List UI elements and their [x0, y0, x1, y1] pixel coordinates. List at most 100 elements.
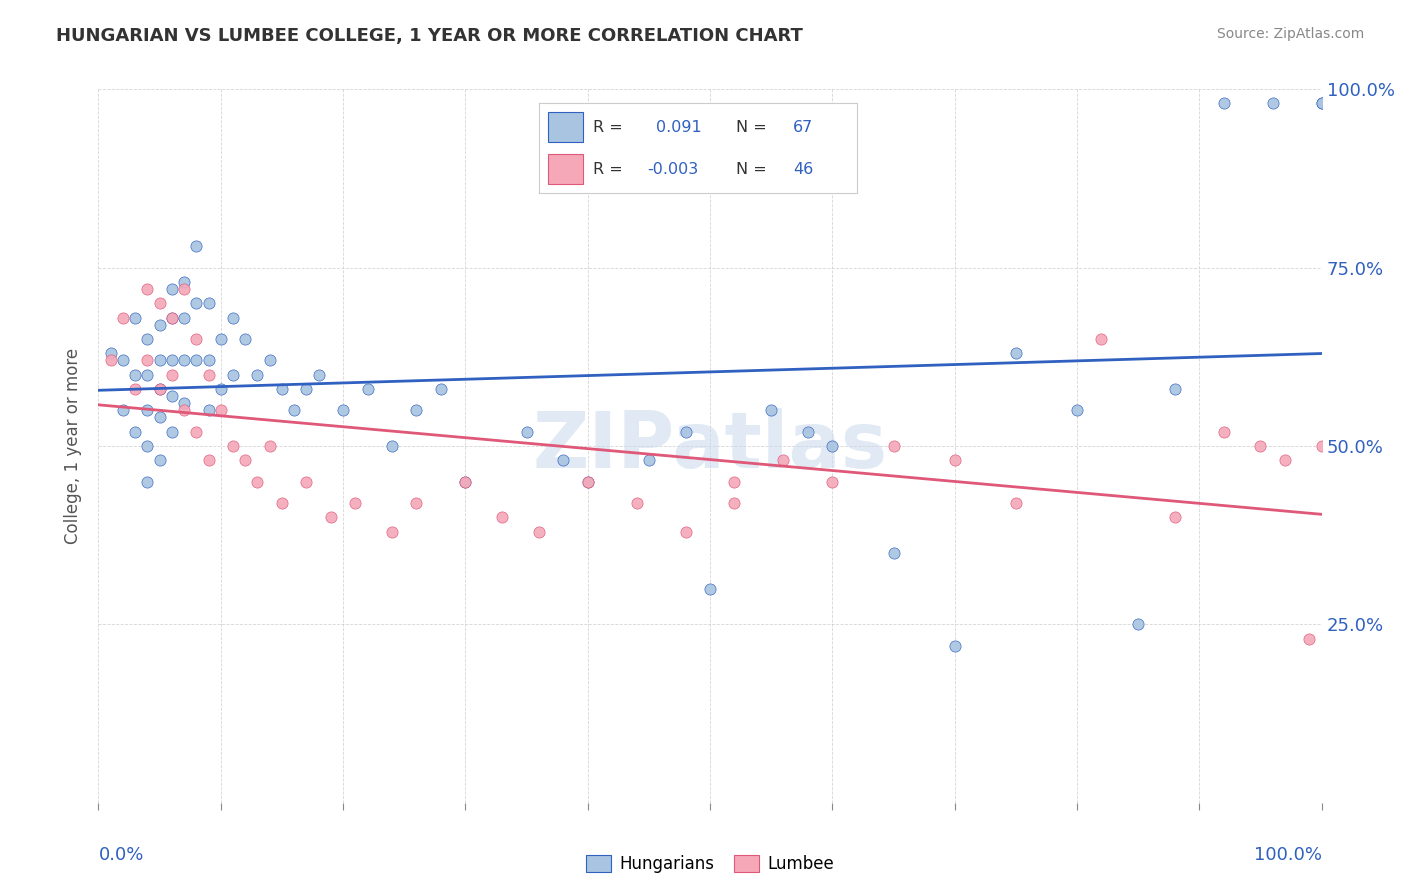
Point — [761, 403, 783, 417]
Point — [821, 475, 844, 489]
Point — [723, 475, 745, 489]
Point — [124, 310, 146, 325]
Point — [173, 275, 195, 289]
Point — [197, 368, 219, 382]
Point — [1066, 403, 1088, 417]
Point — [553, 453, 575, 467]
Point — [160, 368, 183, 382]
Point — [430, 382, 453, 396]
Point — [173, 310, 195, 325]
Point — [1261, 96, 1284, 111]
Point — [515, 425, 537, 439]
Point — [136, 475, 159, 489]
Text: 100.0%: 100.0% — [1254, 846, 1322, 863]
Point — [1004, 346, 1026, 360]
Point — [295, 475, 318, 489]
Point — [100, 346, 122, 360]
Point — [136, 282, 159, 296]
Legend: Hungarians, Lumbee: Hungarians, Lumbee — [579, 848, 841, 880]
Point — [308, 368, 330, 382]
Point — [111, 310, 134, 325]
Point — [381, 439, 404, 453]
Point — [149, 382, 172, 396]
Point — [1310, 96, 1333, 111]
Point — [943, 453, 966, 467]
Point — [136, 368, 159, 382]
Point — [1298, 632, 1320, 646]
Point — [1249, 439, 1271, 453]
Point — [111, 353, 134, 368]
Text: ZIPatlas: ZIPatlas — [533, 408, 887, 484]
Point — [149, 353, 172, 368]
Point — [626, 496, 648, 510]
Point — [283, 403, 305, 417]
Point — [160, 425, 183, 439]
Point — [797, 425, 820, 439]
Point — [160, 353, 183, 368]
Point — [1212, 96, 1234, 111]
Point — [295, 382, 318, 396]
Point — [527, 524, 550, 539]
Point — [1212, 425, 1234, 439]
Point — [883, 546, 905, 560]
Point — [1128, 617, 1150, 632]
Point — [136, 439, 159, 453]
Point — [197, 353, 219, 368]
Point — [246, 368, 269, 382]
Point — [344, 496, 367, 510]
Point — [124, 425, 146, 439]
Point — [1004, 496, 1026, 510]
Point — [270, 496, 294, 510]
Point — [1090, 332, 1112, 346]
Point — [136, 332, 159, 346]
Point — [454, 475, 477, 489]
Point — [576, 475, 599, 489]
Point — [209, 382, 232, 396]
Point — [173, 282, 195, 296]
Point — [233, 332, 256, 346]
Point — [1274, 453, 1296, 467]
Y-axis label: College, 1 year or more: College, 1 year or more — [65, 348, 83, 544]
Point — [173, 396, 195, 410]
Point — [209, 332, 232, 346]
Point — [576, 475, 599, 489]
Point — [332, 403, 354, 417]
Point — [491, 510, 513, 524]
Point — [149, 453, 172, 467]
Point — [222, 368, 245, 382]
Point — [356, 382, 378, 396]
Point — [1310, 439, 1333, 453]
Point — [259, 439, 281, 453]
Point — [186, 296, 208, 310]
Point — [675, 425, 697, 439]
Point — [222, 310, 245, 325]
Point — [270, 382, 294, 396]
Point — [160, 389, 183, 403]
Point — [160, 282, 183, 296]
Point — [173, 403, 195, 417]
Point — [209, 403, 232, 417]
Point — [1164, 382, 1187, 396]
Point — [1310, 96, 1333, 111]
Point — [149, 318, 172, 332]
Point — [124, 382, 146, 396]
Point — [160, 310, 183, 325]
Point — [149, 410, 172, 425]
Point — [699, 582, 721, 596]
Point — [381, 524, 404, 539]
Point — [675, 524, 697, 539]
Point — [222, 439, 245, 453]
Point — [405, 403, 427, 417]
Point — [233, 453, 256, 467]
Point — [160, 310, 183, 325]
Point — [1164, 510, 1187, 524]
Text: 0.0%: 0.0% — [98, 846, 143, 863]
Point — [246, 475, 269, 489]
Point — [111, 403, 134, 417]
Point — [136, 353, 159, 368]
Point — [186, 353, 208, 368]
Point — [149, 296, 172, 310]
Text: HUNGARIAN VS LUMBEE COLLEGE, 1 YEAR OR MORE CORRELATION CHART: HUNGARIAN VS LUMBEE COLLEGE, 1 YEAR OR M… — [56, 27, 803, 45]
Point — [638, 453, 661, 467]
Point — [186, 332, 208, 346]
